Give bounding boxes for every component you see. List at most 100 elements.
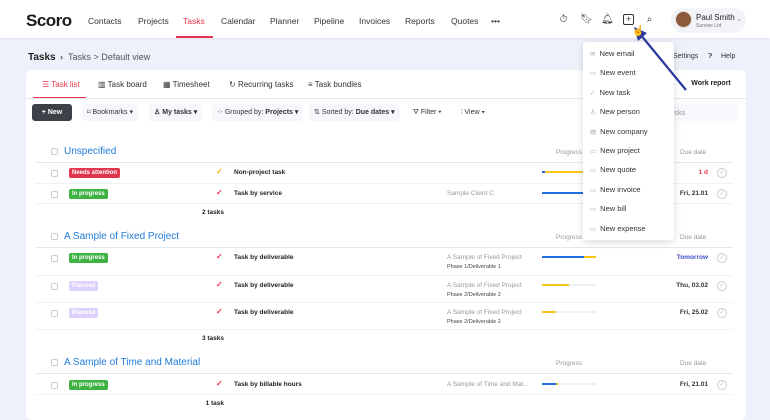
progress-bar — [542, 383, 596, 385]
dropdown-item-new-bill[interactable]: ▭ New bill — [590, 204, 626, 213]
tab-task-list[interactable]: ☰ Task list — [42, 80, 80, 89]
group-checkbox[interactable] — [51, 148, 58, 155]
row-checkbox[interactable] — [51, 310, 58, 317]
status-badge[interactable]: Planned — [69, 308, 99, 318]
search-input[interactable]: asks — [668, 104, 738, 121]
avatar[interactable] — [675, 11, 692, 28]
row-checkbox[interactable] — [51, 283, 58, 290]
nav-item[interactable]: Quotes — [451, 16, 479, 26]
tab-recurring-tasks[interactable]: ↻ Recurring tasks — [229, 80, 294, 89]
nav-item[interactable]: ••• — [491, 16, 500, 26]
menu-item-icon: ▭ — [590, 226, 597, 233]
nav-item[interactable]: Tasks — [183, 16, 205, 26]
active-tab-underline — [176, 36, 213, 38]
due-date: Tomorrow — [676, 254, 708, 261]
new-button[interactable]: + New — [32, 104, 72, 121]
tab-task-bundles[interactable]: ≡ Task bundles — [308, 80, 362, 89]
project-name[interactable]: A Sample of Time and Mat... — [447, 381, 529, 388]
menu-item-icon: ▭ — [590, 187, 597, 194]
filter-label: Filter ▾ — [420, 109, 442, 116]
view-dropdown[interactable]: ⦙ View ▾ — [461, 109, 485, 116]
project-name[interactable]: A Sample of Fixed Project — [447, 282, 522, 289]
priority-check-icon: ✓ — [216, 188, 223, 197]
status-badge[interactable]: Planned — [69, 281, 99, 291]
settings-link[interactable]: Settings — [673, 53, 699, 60]
help-link[interactable]: Help — [721, 53, 736, 60]
status-badge[interactable]: In progress — [69, 253, 108, 263]
bookmarks-dropdown[interactable]: ⌑ Bookmarks ▾ — [82, 104, 139, 121]
nav-item[interactable]: Invoices — [359, 16, 391, 26]
progress-bar — [542, 284, 596, 286]
due-date-header[interactable]: Due date — [680, 360, 707, 367]
timer-icon[interactable]: ⏱ — [559, 14, 568, 25]
work-report-button[interactable]: Work report — [680, 75, 742, 93]
dropdown-item-new-email[interactable]: ✉ New email — [590, 49, 634, 58]
group-checkbox[interactable] — [51, 233, 58, 240]
grouped-by-dropdown[interactable]: ⁘ Grouped by: Projects ▾ — [212, 104, 304, 121]
complete-task-icon[interactable]: ✓ — [717, 308, 727, 318]
tab-label: Timesheet — [172, 80, 210, 89]
project-name[interactable]: A Sample of Fixed Project — [447, 309, 522, 316]
sorted-prefix: Sorted by: — [321, 109, 354, 116]
group-title[interactable]: A Sample of Time and Material — [64, 357, 201, 368]
task-count: 1 task — [205, 400, 224, 407]
group-title[interactable]: A Sample of Fixed Project — [64, 231, 180, 242]
dropdown-item-new-company[interactable]: ▤ New company — [590, 127, 648, 136]
project-name[interactable]: A Sample of Fixed Project — [447, 254, 522, 261]
add-icon[interactable]: + — [623, 14, 634, 25]
due-date-header[interactable]: Due date — [680, 234, 707, 241]
bookmark-icon[interactable]: 🔖︎ — [580, 14, 593, 25]
task-name[interactable]: Task by service — [234, 190, 282, 197]
dropdown-item-new-project[interactable]: ▭ New project — [590, 146, 640, 155]
group-title[interactable]: Unspecified — [64, 146, 117, 157]
menu-item-icon: ▭ — [590, 167, 597, 174]
due-date-header[interactable]: Due date — [680, 149, 707, 156]
complete-task-icon[interactable]: ✓ — [717, 281, 727, 291]
row-checkbox[interactable] — [51, 382, 58, 389]
dropdown-item-new-invoice[interactable]: ▭ New invoice — [590, 185, 641, 194]
nav-item[interactable]: Pipeline — [314, 16, 345, 26]
row-checkbox[interactable] — [51, 191, 58, 198]
group-checkbox[interactable] — [51, 359, 58, 366]
chevron-down-icon[interactable]: ⌄ — [736, 16, 742, 23]
breadcrumb-view[interactable]: Tasks > Default view — [68, 52, 151, 62]
dropdown-item-new-person[interactable]: ♙ New person — [590, 107, 640, 116]
tab-timesheet[interactable]: ▦ Timesheet — [163, 80, 210, 89]
complete-task-icon[interactable]: ✓ — [717, 380, 727, 390]
help-icon[interactable]: ❓︎ — [708, 53, 713, 60]
dropdown-item-new-expense[interactable]: ▭ New expense — [590, 224, 646, 233]
status-badge[interactable]: In progress — [69, 380, 108, 390]
sorted-by-dropdown[interactable]: ⇅ Sorted by: Due dates ▾ — [309, 104, 400, 121]
tab-task-board[interactable]: ▥ Task board — [98, 80, 147, 89]
nav-item[interactable]: Reports — [405, 16, 435, 26]
scoro-logo[interactable]: Scoro — [26, 11, 72, 30]
dropdown-item-new-task[interactable]: ✓ New task — [590, 88, 630, 97]
row-checkbox[interactable] — [51, 255, 58, 262]
dropdown-item-new-event[interactable]: ▭ New event — [590, 68, 636, 77]
menu-item-label: New invoice — [600, 185, 641, 194]
status-badge[interactable]: Needs attention — [69, 168, 121, 178]
task-name[interactable]: Task by deliverable — [234, 254, 294, 261]
row-checkbox[interactable] — [51, 170, 58, 177]
task-name[interactable]: Task by deliverable — [234, 309, 294, 316]
complete-task-icon[interactable]: ✓ — [717, 168, 727, 178]
complete-task-icon[interactable]: ✓ — [717, 253, 727, 263]
project-name[interactable]: Sample Client C — [447, 190, 494, 197]
filter-dropdown[interactable]: ⛛ Filter ▾ — [413, 109, 442, 116]
due-date: Thu, 03.02 — [676, 282, 708, 289]
row-divider — [36, 394, 733, 395]
dropdown-item-new-quote[interactable]: ▭ New quote — [590, 165, 636, 174]
my-tasks-dropdown[interactable]: ♙ My tasks ▾ — [149, 104, 203, 121]
bell-icon[interactable]: 🔔︎ — [601, 14, 614, 25]
nav-item[interactable]: Calendar — [221, 16, 256, 26]
task-name[interactable]: Non-project task — [234, 169, 286, 176]
nav-item[interactable]: Projects — [138, 16, 169, 26]
nav-item[interactable]: Contacts — [88, 16, 122, 26]
nav-item[interactable]: Planner — [270, 16, 300, 26]
search-icon[interactable]: ⌕ — [646, 14, 653, 25]
task-name[interactable]: Task by deliverable — [234, 282, 294, 289]
complete-task-icon[interactable]: ✓ — [717, 189, 727, 199]
status-badge[interactable]: In progress — [69, 189, 108, 199]
task-name[interactable]: Task by billable hours — [234, 381, 302, 388]
menu-item-label: New task — [599, 88, 631, 97]
